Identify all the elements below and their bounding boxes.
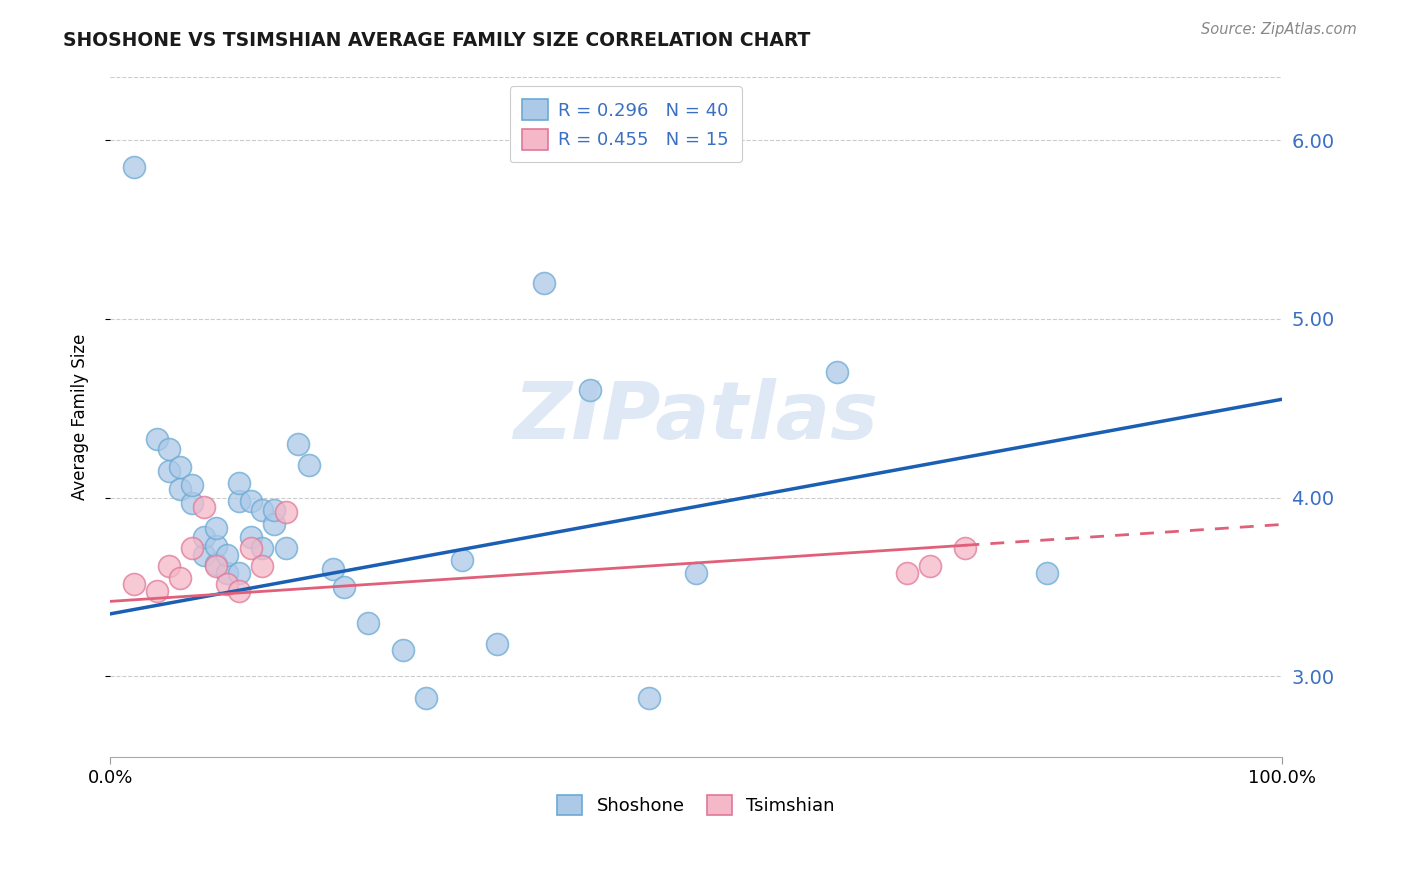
- Point: [204, 539, 226, 553]
- Point: [263, 503, 285, 517]
- Point: [322, 562, 344, 576]
- Point: [450, 553, 472, 567]
- Point: [920, 558, 942, 573]
- Point: [146, 583, 169, 598]
- Point: [169, 571, 191, 585]
- Point: [333, 580, 356, 594]
- Point: [157, 442, 180, 457]
- Point: [204, 557, 226, 571]
- Point: [415, 690, 437, 705]
- Y-axis label: Average Family Size: Average Family Size: [72, 334, 89, 500]
- Text: Source: ZipAtlas.com: Source: ZipAtlas.com: [1201, 22, 1357, 37]
- Point: [217, 566, 239, 580]
- Point: [228, 494, 250, 508]
- Point: [239, 530, 262, 544]
- Point: [298, 458, 321, 473]
- Point: [193, 500, 215, 514]
- Point: [579, 384, 602, 398]
- Point: [239, 494, 262, 508]
- Point: [181, 541, 204, 555]
- Text: ZIPatlas: ZIPatlas: [513, 378, 879, 456]
- Point: [825, 366, 848, 380]
- Point: [122, 576, 145, 591]
- Point: [228, 566, 250, 580]
- Point: [274, 505, 297, 519]
- Point: [217, 548, 239, 562]
- Point: [181, 496, 204, 510]
- Point: [204, 558, 226, 573]
- Point: [1036, 566, 1059, 580]
- Point: [181, 478, 204, 492]
- Point: [228, 583, 250, 598]
- Point: [896, 566, 918, 580]
- Point: [193, 548, 215, 562]
- Point: [955, 541, 977, 555]
- Point: [122, 160, 145, 174]
- Point: [157, 464, 180, 478]
- Point: [533, 276, 555, 290]
- Legend: Shoshone, Tsimshian: Shoshone, Tsimshian: [550, 788, 842, 822]
- Point: [252, 503, 274, 517]
- Point: [252, 558, 274, 573]
- Point: [204, 521, 226, 535]
- Point: [252, 541, 274, 555]
- Point: [685, 566, 707, 580]
- Point: [485, 637, 508, 651]
- Point: [638, 690, 661, 705]
- Point: [228, 476, 250, 491]
- Point: [239, 541, 262, 555]
- Point: [274, 541, 297, 555]
- Point: [357, 615, 380, 630]
- Point: [263, 517, 285, 532]
- Point: [146, 432, 169, 446]
- Point: [157, 558, 180, 573]
- Point: [392, 642, 415, 657]
- Point: [217, 576, 239, 591]
- Point: [287, 437, 309, 451]
- Point: [193, 530, 215, 544]
- Text: SHOSHONE VS TSIMSHIAN AVERAGE FAMILY SIZE CORRELATION CHART: SHOSHONE VS TSIMSHIAN AVERAGE FAMILY SIZ…: [63, 31, 811, 50]
- Point: [169, 482, 191, 496]
- Point: [169, 460, 191, 475]
